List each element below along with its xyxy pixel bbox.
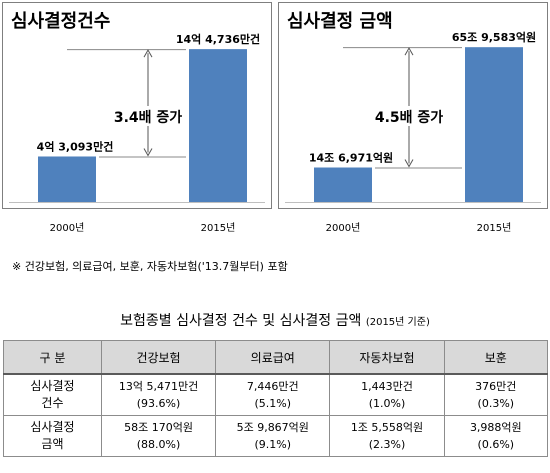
row-label-line: 심사결정 — [30, 379, 75, 393]
cell-value: 3,988억원 — [469, 421, 522, 434]
arrowhead-down — [143, 148, 153, 157]
cell-share: (2.3%) — [368, 438, 406, 451]
arrowhead-up — [143, 49, 153, 58]
table-cell: 376만건 (0.3%) — [443, 373, 549, 416]
cell-share: (93.6%) — [136, 397, 181, 410]
table-cell: 3,988억원 (0.6%) — [443, 415, 549, 457]
table-cell: 58조 170억원 (88.0%) — [100, 415, 217, 457]
header-health-insurance: 건강보험 — [100, 340, 217, 375]
arrowhead-down — [404, 159, 414, 168]
data-label: 4억 3,093만건 — [37, 139, 114, 153]
arrowhead-up — [404, 47, 414, 56]
cell-share: (0.3%) — [477, 397, 515, 410]
table-title-text: 보험종별 심사결정 건수 및 심사결정 금액 — [120, 313, 362, 329]
chart-title: 심사결정 금액 — [287, 11, 393, 32]
bar — [314, 167, 372, 202]
cell-share: (1.0%) — [368, 397, 406, 410]
cell-value: 5조 9,867억원 — [236, 421, 309, 434]
data-label: 65조 9,583억원 — [452, 30, 536, 44]
growth-annotation: 4.5배 증가 — [375, 110, 443, 126]
cell-value: 7,446만건 — [246, 380, 299, 393]
header-category: 구 분 — [3, 340, 102, 375]
data-label: 14조 6,971억원 — [309, 151, 393, 165]
header-veterans: 보훈 — [443, 340, 549, 375]
table-body: 심사결정 건수 13억 5,471만건 (93.6%) 7,446만건 (5.1%) 1,4… — [3, 373, 549, 457]
bar — [189, 49, 247, 202]
category-label: 2015년 — [477, 222, 512, 234]
table-title: 보험종별 심사결정 건수 및 심사결정 금액 (2015년 기준) — [0, 310, 550, 330]
chart-panel-amounts: 심사결정 금액 4.5배 증가 14조 6,971억원 65조 9,583억원 200… — [278, 2, 548, 234]
annotation-background — [374, 106, 444, 126]
chart-title: 심사결정건수 — [11, 11, 111, 32]
growth-annotation: 3.4배 증가 — [114, 110, 182, 126]
insurance-table: 구 분 건강보험 의료급여 자동차보험 보훈 심사결정 건수 13억 5,471만건… — [3, 340, 549, 457]
cell-value: 1조 5,558억원 — [350, 421, 424, 434]
table-cell: 1,443만건 (1.0%) — [329, 373, 445, 416]
table-cell: 13억 5,471만건 (93.6%) — [100, 373, 217, 416]
footnote: ※ 건강보험, 의료급여, 보훈, 자동차보험('13.7월부터) 포함 — [12, 260, 288, 273]
chart-panel-counts: 심사결정건수 3.4배 증가 4억 3,093만건 14억 4,736만건 2000년… — [2, 2, 272, 234]
cell-value: 58조 170억원 — [124, 421, 193, 434]
row-label-line: 금액 — [41, 437, 64, 451]
category-label: 2015년 — [201, 222, 236, 234]
table-cell: 5조 9,867억원 (9.1%) — [215, 415, 331, 457]
row-label-line: 건수 — [41, 396, 64, 410]
cell-share: (88.0%) — [136, 438, 181, 451]
table-cell: 7,446만건 (5.1%) — [215, 373, 331, 416]
table-cell: 1조 5,558억원 (2.3%) — [329, 415, 445, 457]
cell-share: (0.6%) — [477, 438, 515, 451]
table-title-note: (2015년 기준) — [365, 317, 430, 328]
bar — [465, 47, 523, 202]
data-label: 14억 4,736만건 — [176, 32, 260, 46]
bar-chart-amounts: 4.5배 증가 14조 6,971억원 65조 9,583억원 2000년 2015년 — [285, 30, 541, 234]
annotation-background — [113, 106, 183, 126]
cell-share: (5.1%) — [254, 397, 292, 410]
category-label: 2000년 — [326, 222, 361, 234]
cell-value: 376만건 — [475, 380, 517, 393]
header-auto-insurance: 자동차보험 — [329, 340, 445, 375]
header-medical-aid: 의료급여 — [215, 340, 331, 375]
cell-share: (9.1%) — [254, 438, 292, 451]
row-label-line: 심사결정 — [30, 420, 75, 434]
category-label: 2000년 — [50, 222, 85, 234]
cell-value: 1,443만건 — [361, 380, 413, 393]
bar — [38, 156, 96, 202]
cell-value: 13억 5,471만건 — [118, 380, 199, 393]
table-header-row: 구 분 건강보험 의료급여 자동차보험 보훈 — [3, 340, 549, 375]
